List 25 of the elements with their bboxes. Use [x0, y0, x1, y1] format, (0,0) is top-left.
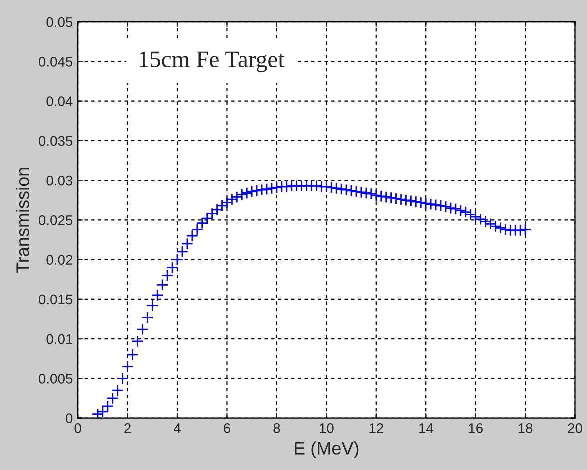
y-tick-label: 0.025: [39, 216, 73, 226]
y-tick-label: 0.045: [39, 57, 73, 67]
annotation: 15cm Fe Target: [140, 52, 285, 72]
y-tick-label: 0.005: [39, 374, 73, 384]
x-tick-label: 20: [568, 424, 582, 434]
x-tick-label: 16: [469, 424, 483, 434]
x-tick-label: 6: [224, 424, 230, 434]
x-tick-label: 10: [320, 424, 334, 434]
x-tick-label: 2: [124, 424, 131, 434]
x-tick-label: 18: [518, 424, 533, 434]
x-tick-label: 8: [274, 424, 280, 434]
y-tick-label: 0.01: [46, 334, 73, 344]
y-tick-label: 0.04: [46, 96, 73, 106]
y-tick-label: 0.03: [46, 176, 73, 186]
y-axis-title: Transmission: [16, 168, 30, 274]
y-tick-label: 0: [66, 414, 73, 424]
y-tick-label: 0.02: [46, 255, 73, 265]
x-tick-label: 12: [370, 424, 384, 434]
x-tick-label: 0: [74, 424, 82, 434]
y-tick-label: 0.05: [46, 17, 73, 28]
x-tick-label: 14: [419, 424, 434, 434]
x-axis-title: E (MeV): [295, 442, 359, 458]
y-tick-label: 0.015: [39, 294, 73, 305]
x-tick-label: 4: [174, 424, 181, 434]
y-tick-label: 0.035: [39, 136, 73, 146]
